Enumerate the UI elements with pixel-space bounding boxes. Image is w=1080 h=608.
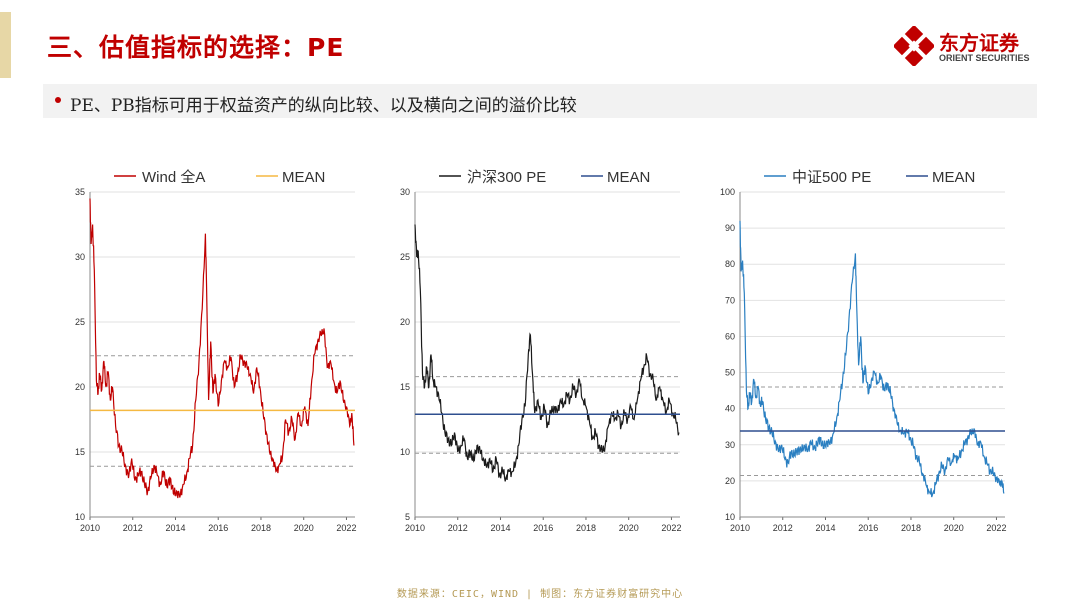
x-tick-label: 2014 bbox=[815, 523, 835, 533]
legend: 中证500 PE MEAN bbox=[764, 169, 975, 186]
y-tick-label: 10 bbox=[75, 512, 85, 522]
logo-subtitle: ORIENT SECURITIES bbox=[939, 53, 1030, 63]
y-tick-label: 70 bbox=[725, 295, 735, 305]
x-tick-label: 2010 bbox=[730, 523, 750, 533]
chart-zz500-pe: 中证500 PE MEAN 10 20 30 40 50 60 70 80 90 100 2010 201… bbox=[720, 169, 1006, 533]
x-tick-label: 2018 bbox=[251, 523, 271, 533]
company-logo: 东方证券 ORIENT SECURITIES bbox=[892, 24, 1044, 68]
chart-hs300-pe: 沪深300 PE MEAN 5 10 15 20 25 30 2010 2012 2014 2016 2… bbox=[400, 169, 681, 533]
series-line bbox=[89, 198, 355, 499]
bullet-text: PE、PB指标可用于权益资产的纵向比较、以及横向之间的溢价比较 bbox=[70, 96, 577, 116]
x-tick-label: 2010 bbox=[405, 523, 425, 533]
y-tick-label: 25 bbox=[75, 317, 85, 327]
y-tick-label: 100 bbox=[720, 187, 735, 197]
x-tick-label: 2022 bbox=[661, 523, 681, 533]
x-tick-label: 2012 bbox=[773, 523, 793, 533]
x-tick-label: 2018 bbox=[576, 523, 596, 533]
bullet-band: PE、PB指标可用于权益资产的纵向比较、以及横向之间的溢价比较 bbox=[43, 84, 1037, 118]
bullet-dot-icon bbox=[55, 97, 61, 103]
x-tick-label: 2012 bbox=[448, 523, 468, 533]
legend-mean-label: MEAN bbox=[282, 169, 325, 186]
x-tick-label: 2016 bbox=[533, 523, 553, 533]
y-tick-label: 80 bbox=[725, 259, 735, 269]
x-tick-label: 2022 bbox=[986, 523, 1006, 533]
y-tick-label: 60 bbox=[725, 331, 735, 341]
y-tick-label: 35 bbox=[75, 187, 85, 197]
x-tick-label: 2014 bbox=[490, 523, 510, 533]
legend-mean-label: MEAN bbox=[607, 169, 650, 186]
x-tick-label: 2020 bbox=[294, 523, 314, 533]
y-tick-label: 15 bbox=[75, 447, 85, 457]
legend-series-label: Wind 全A bbox=[142, 168, 205, 186]
y-tick-label: 10 bbox=[400, 447, 410, 457]
series-line bbox=[739, 220, 1005, 498]
logo-mark-icon bbox=[892, 24, 936, 68]
legend: 沪深300 PE MEAN bbox=[439, 169, 650, 186]
x-tick-label: 2016 bbox=[858, 523, 878, 533]
y-tick-label: 25 bbox=[400, 252, 410, 262]
accent-bar bbox=[0, 12, 11, 78]
x-tick-label: 2020 bbox=[619, 523, 639, 533]
x-tick-label: 2018 bbox=[901, 523, 921, 533]
y-tick-label: 30 bbox=[75, 252, 85, 262]
chart-wind-a-pe: Wind 全A MEAN 10 15 20 25 30 35 2010 2012 2014 2016 2… bbox=[75, 168, 356, 533]
x-tick-label: 2022 bbox=[336, 523, 356, 533]
y-tick-label: 50 bbox=[725, 368, 735, 378]
legend-mean-label: MEAN bbox=[932, 169, 975, 186]
legend-series-label: 中证500 PE bbox=[792, 169, 871, 186]
source-footer: 数据来源：CEIC，WIND | 制图：东方证券财富研究中心 bbox=[396, 589, 684, 600]
x-tick-label: 2012 bbox=[123, 523, 143, 533]
series-line bbox=[414, 224, 680, 482]
logo-name: 东方证券 bbox=[939, 31, 1019, 55]
y-tick-label: 20 bbox=[75, 382, 85, 392]
x-tick-label: 2016 bbox=[208, 523, 228, 533]
y-tick-label: 90 bbox=[725, 223, 735, 233]
legend: Wind 全A MEAN bbox=[114, 168, 325, 186]
y-tick-label: 10 bbox=[725, 512, 735, 522]
y-tick-label: 5 bbox=[405, 512, 410, 522]
y-tick-label: 40 bbox=[725, 404, 735, 414]
y-tick-label: 30 bbox=[400, 187, 410, 197]
y-tick-label: 20 bbox=[400, 317, 410, 327]
y-tick-label: 15 bbox=[400, 382, 410, 392]
legend-series-label: 沪深300 PE bbox=[467, 169, 546, 186]
y-tick-label: 30 bbox=[725, 440, 735, 450]
y-tick-label: 20 bbox=[725, 476, 735, 486]
page-title: 三、估值指标的选择：PE bbox=[47, 33, 345, 62]
x-tick-label: 2010 bbox=[80, 523, 100, 533]
x-tick-label: 2020 bbox=[944, 523, 964, 533]
x-tick-label: 2014 bbox=[165, 523, 185, 533]
